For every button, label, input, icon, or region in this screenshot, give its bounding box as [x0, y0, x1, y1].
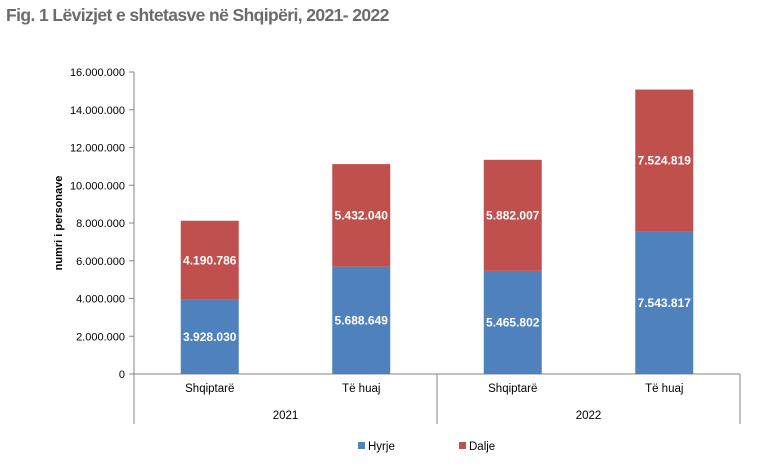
x-category-label: Shqiptarë — [488, 383, 537, 395]
chart-title: Fig. 1 Lëvizjet e shtetasve në Shqipëri,… — [6, 5, 389, 25]
bar-hyrje-2 — [483, 270, 542, 374]
x-category-label: Të huaj — [342, 383, 380, 395]
data-label-dalje: 4.190.786 — [183, 253, 237, 267]
data-label-hyrje: 3.928.030 — [183, 330, 237, 344]
legend-swatch-hyrje — [358, 442, 365, 449]
data-label-dalje: 5.882.007 — [486, 208, 540, 222]
data-label-dalje: 7.524.819 — [638, 154, 692, 168]
data-label-dalje: 5.432.040 — [335, 208, 389, 222]
y-tick-label: 6.000.000 — [76, 256, 125, 268]
y-tick-label: 0 — [119, 369, 125, 381]
y-tick-label: 2.000.000 — [76, 331, 125, 343]
bar-hyrje-3 — [635, 231, 694, 374]
data-label-hyrje: 5.688.649 — [335, 313, 389, 327]
x-category-label: Shqiptarë — [185, 383, 234, 395]
y-tick-label: 14.000.000 — [70, 105, 125, 117]
bar-dalje-0 — [180, 220, 239, 300]
y-tick-label: 16.000.000 — [70, 67, 125, 79]
bar-dalje-2 — [483, 159, 542, 271]
y-tick-label: 4.000.000 — [76, 294, 125, 306]
y-tick-label: 12.000.000 — [70, 143, 125, 155]
bar-dalje-1 — [332, 164, 391, 267]
legend-label-dalje: Dalje — [469, 441, 495, 453]
y-axis-title: numri i personave — [53, 176, 65, 271]
bar-dalje-3 — [635, 89, 694, 232]
legend-label-hyrje: Hyrje — [368, 441, 395, 453]
bar-hyrje-0 — [180, 299, 239, 374]
legend-swatch-dalje — [459, 442, 466, 449]
bar-hyrje-1 — [332, 266, 391, 374]
x-category-label: Të huaj — [645, 383, 683, 395]
data-label-hyrje: 7.543.817 — [638, 296, 692, 310]
x-group-label: 2021 — [273, 410, 299, 422]
y-tick-label: 10.000.000 — [70, 180, 125, 192]
x-group-label: 2022 — [576, 410, 602, 422]
y-tick-label: 8.000.000 — [76, 218, 125, 230]
data-label-hyrje: 5.465.802 — [486, 315, 540, 329]
